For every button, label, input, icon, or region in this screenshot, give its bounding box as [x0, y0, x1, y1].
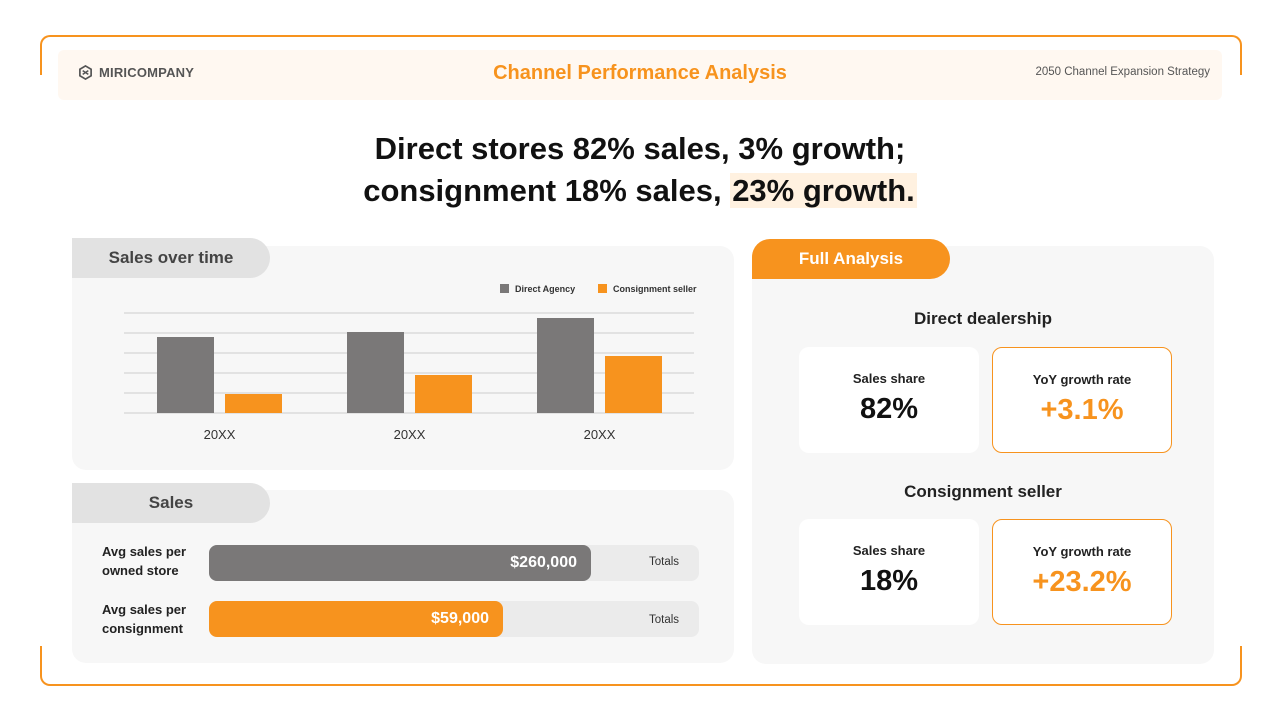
brand-mark-icon — [79, 65, 92, 80]
direct-growth-card: YoY growth rate +3.1% — [992, 347, 1172, 453]
bar-direct-agency-2 — [347, 332, 404, 413]
headline-line-2: consignment 18% sales, 23% growth. — [0, 170, 1280, 212]
bar-consignment-seller-2 — [415, 375, 472, 413]
legend-label-1: Direct Agency — [515, 284, 575, 294]
consignment-growth-value: +23.2% — [1032, 566, 1132, 598]
owned-store-value: $260,000 — [510, 554, 577, 571]
consignment-label-line-2: consignment — [102, 621, 183, 636]
legend-swatch-1 — [500, 284, 509, 293]
bar-consignment-seller-1 — [225, 394, 282, 413]
owned-store-label-line-1: Avg sales per — [102, 544, 187, 559]
consignment-seller-title: Consignment seller — [904, 482, 1062, 501]
bar-direct-agency-3 — [537, 318, 594, 413]
consignment-share-label: Sales share — [852, 543, 926, 558]
consignment-label: Avg sales per consignment — [102, 600, 186, 638]
bar-consignment-seller-3 — [605, 356, 662, 413]
page-title: Channel Performance Analysis — [493, 62, 787, 84]
frame-top-border — [40, 35, 1242, 75]
headline: Direct stores 82% sales, 3% growth; cons… — [0, 128, 1280, 212]
bar-direct-agency-1 — [157, 337, 214, 413]
headline-line-1: Direct stores 82% sales, 3% growth; — [374, 131, 906, 166]
strategy-label: 2050 Channel Expansion Strategy — [1035, 66, 1210, 78]
x-tick-label: 20XX — [394, 427, 426, 442]
direct-share-value: 82% — [859, 393, 919, 425]
direct-growth-label: YoY growth rate — [1032, 372, 1132, 387]
consignment-share-card: Sales share 18% — [799, 519, 979, 625]
direct-share-label: Sales share — [852, 371, 926, 386]
consignment-label-line-1: Avg sales per — [102, 602, 187, 617]
direct-dealership-title: Direct dealership — [914, 309, 1052, 328]
consignment-value: $59,000 — [431, 610, 489, 627]
tab-sales-over-time: Sales over time — [72, 238, 270, 278]
headline-highlight: 23% growth. — [730, 173, 917, 208]
owned-store-label: Avg sales per owned store — [102, 542, 186, 580]
headline-line-2-prefix: consignment 18% sales, — [363, 173, 731, 208]
legend-label-2: Consignment seller — [613, 284, 697, 294]
consignment-growth-label: YoY growth rate — [1032, 544, 1132, 559]
owned-store-bar: $260,000 — [209, 545, 591, 581]
tab-sales: Sales — [72, 483, 270, 523]
brand-logo: MIRICOMPANY — [78, 65, 194, 80]
consignment-totals: Totals — [649, 614, 680, 626]
consignment-growth-card: YoY growth rate +23.2% — [992, 519, 1172, 625]
brand-name: MIRICOMPANY — [99, 65, 195, 80]
header-bar: MIRICOMPANY Channel Performance Analysis… — [58, 50, 1222, 100]
sales-over-time-chart: 20XX 20XX 20XX Direct Agency Consignment sel… — [124, 284, 697, 442]
frame-bottom-border — [40, 646, 1242, 686]
tab-full-analysis: Full Analysis — [752, 239, 950, 279]
owned-store-label-line-2: owned store — [102, 563, 179, 578]
x-tick-label: 20XX — [584, 427, 616, 442]
owned-store-totals: Totals — [649, 556, 680, 568]
consignment-share-value: 18% — [859, 565, 919, 597]
consignment-bar: $59,000 — [209, 601, 503, 637]
direct-growth-value: +3.1% — [1040, 394, 1124, 426]
x-tick-label: 20XX — [204, 427, 236, 442]
direct-share-card: Sales share 82% — [799, 347, 979, 453]
legend-swatch-2 — [598, 284, 607, 293]
